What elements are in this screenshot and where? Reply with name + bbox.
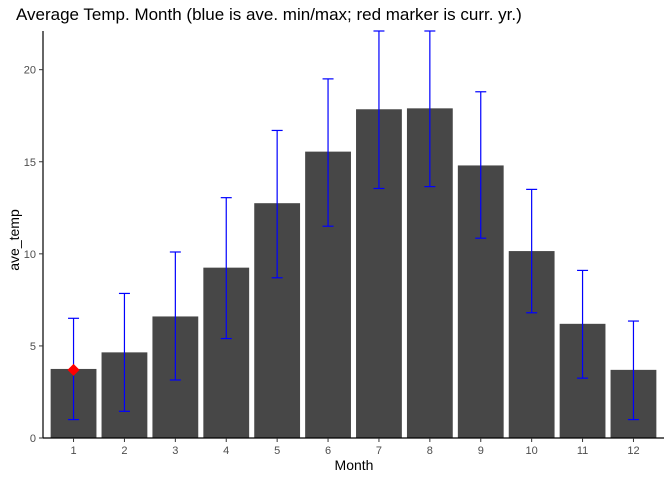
errorbar-month-5	[271, 129, 283, 279]
x-tick-label: 11	[577, 445, 588, 457]
errorbar-month-2	[118, 292, 130, 412]
x-tick-label: 10	[526, 445, 538, 457]
x-tick-label: 4	[223, 445, 229, 457]
x-tick-label: 5	[274, 445, 280, 457]
errorbar-month-12	[627, 320, 639, 421]
y-tick-label: 20	[24, 65, 36, 77]
y-tick-label: 15	[24, 157, 36, 169]
y-ticks: 0 5 10 15 20	[24, 65, 43, 445]
y-axis-title: ave_temp	[6, 209, 22, 271]
x-axis-title: Month	[335, 457, 374, 473]
y-tick-label: 10	[24, 249, 36, 261]
x-tick-label: 3	[172, 445, 178, 457]
x-tick-label: 8	[427, 445, 433, 457]
errorbar-month-7	[373, 30, 385, 190]
y-tick-label: 0	[30, 433, 36, 445]
errorbar-month-11	[577, 269, 589, 379]
x-tick-label: 1	[70, 445, 76, 457]
bars-layer	[50, 108, 657, 439]
errorbar-month-10	[526, 188, 538, 314]
errorbar-month-4	[220, 197, 232, 340]
markers-layer	[67, 363, 80, 376]
current-year-marker	[67, 363, 80, 376]
errorbar-month-6	[322, 78, 334, 227]
x-tick-label: 12	[627, 445, 639, 457]
errorbar-month-9	[475, 91, 487, 239]
y-tick-label: 5	[30, 341, 36, 353]
errorbar-month-8	[424, 30, 436, 188]
x-tick-label: 9	[478, 445, 484, 457]
chart-title: Average Temp. Month (blue is ave. min/ma…	[16, 5, 522, 24]
errorbar-month-3	[169, 251, 181, 381]
x-ticks: 1 2 3 4 5 6 7 8 9 10 11 12	[70, 438, 640, 457]
x-tick-label: 2	[121, 445, 127, 457]
x-tick-label: 6	[325, 445, 331, 457]
x-tick-label: 7	[376, 445, 382, 457]
